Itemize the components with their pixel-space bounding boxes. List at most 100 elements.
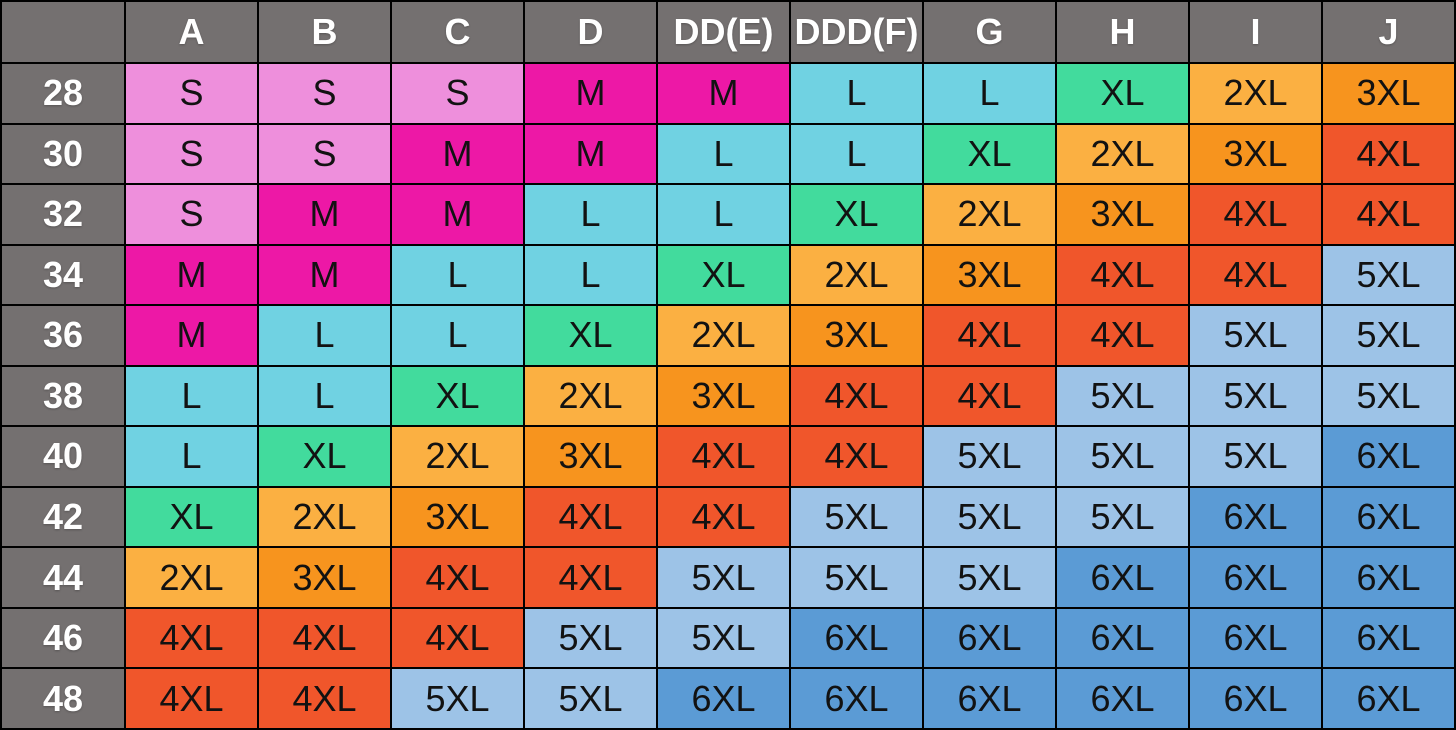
table-row: 28 S S S M M L L XL 2XL 3XL [0, 62, 1456, 125]
size-cell: 2XL [124, 546, 259, 609]
size-cell: S [124, 62, 259, 125]
size-cell: 4XL [390, 546, 525, 609]
size-cell: 6XL [789, 606, 924, 670]
size-cell: 4XL [1055, 304, 1190, 367]
size-cell: 6XL [656, 667, 791, 730]
size-cell: 6XL [1055, 606, 1190, 670]
table-row: 44 2XL 3XL 4XL 4XL 5XL 5XL 5XL 6XL 6XL 6XL [0, 546, 1456, 609]
table-row: 38 L L XL 2XL 3XL 4XL 4XL 5XL 5XL 5XL [0, 364, 1456, 428]
size-cell: 3XL [789, 304, 924, 367]
size-cell: S [257, 62, 392, 125]
header-row: A B C D DD(E) DDD(F) G H I J [0, 0, 1456, 64]
table-row: 36 M L L XL 2XL 3XL 4XL 4XL 5XL 5XL [0, 304, 1456, 367]
size-cell: 3XL [1321, 62, 1456, 125]
size-cell: 5XL [922, 546, 1057, 609]
size-cell: M [523, 122, 658, 186]
corner-cell [0, 0, 126, 64]
size-cell: M [257, 243, 392, 307]
size-cell: L [523, 243, 658, 307]
table-row: 46 4XL 4XL 4XL 5XL 5XL 6XL 6XL 6XL 6XL 6XL [0, 606, 1456, 670]
size-cell: 4XL [124, 667, 259, 730]
row-label: 32 [0, 183, 126, 246]
size-cell: 6XL [1188, 667, 1323, 730]
size-cell: 6XL [1188, 606, 1323, 670]
size-cell: 2XL [1055, 122, 1190, 186]
size-cell: L [257, 364, 392, 428]
size-cell: 4XL [257, 667, 392, 730]
size-cell: 2XL [922, 183, 1057, 246]
size-cell: XL [1055, 62, 1190, 125]
size-cell: 5XL [1321, 364, 1456, 428]
size-cell: 5XL [922, 425, 1057, 488]
column-header-ddd-f: DDD(F) [789, 0, 924, 64]
size-cell: 4XL [1055, 243, 1190, 307]
size-cell: 5XL [1188, 364, 1323, 428]
size-cell: L [124, 364, 259, 428]
size-cell: L [124, 425, 259, 488]
size-cell: 2XL [789, 243, 924, 307]
size-cell: XL [390, 364, 525, 428]
size-cell: 4XL [789, 364, 924, 428]
size-cell: 5XL [1321, 304, 1456, 367]
size-cell: L [656, 183, 791, 246]
table-row: 40 L XL 2XL 3XL 4XL 4XL 5XL 5XL 5XL 6XL [0, 425, 1456, 488]
size-cell: 2XL [257, 485, 392, 549]
size-cell: 6XL [1321, 606, 1456, 670]
size-cell: 5XL [789, 546, 924, 609]
size-cell: XL [124, 485, 259, 549]
row-label: 30 [0, 122, 126, 186]
size-cell: 6XL [1321, 546, 1456, 609]
size-cell: 3XL [922, 243, 1057, 307]
row-label: 48 [0, 667, 126, 730]
size-cell: 3XL [390, 485, 525, 549]
size-cell: 4XL [656, 425, 791, 488]
size-cell: 4XL [523, 485, 658, 549]
size-cell: 4XL [922, 304, 1057, 367]
size-cell: 4XL [1188, 183, 1323, 246]
table-row: 42 XL 2XL 3XL 4XL 4XL 5XL 5XL 5XL 6XL 6XL [0, 485, 1456, 549]
size-cell: L [922, 62, 1057, 125]
size-cell: 6XL [922, 667, 1057, 730]
size-cell: 5XL [789, 485, 924, 549]
size-cell: 5XL [1188, 304, 1323, 367]
column-header-j: J [1321, 0, 1456, 64]
size-cell: 6XL [1188, 546, 1323, 609]
size-cell: 3XL [656, 364, 791, 428]
size-cell: L [390, 243, 525, 307]
row-label: 42 [0, 485, 126, 549]
size-cell: 6XL [1055, 546, 1190, 609]
size-cell: XL [523, 304, 658, 367]
size-cell: 3XL [257, 546, 392, 609]
row-label: 38 [0, 364, 126, 428]
row-label: 34 [0, 243, 126, 307]
size-cell: 5XL [1321, 243, 1456, 307]
size-cell: M [390, 183, 525, 246]
size-cell: 6XL [1188, 485, 1323, 549]
table-row: 34 M M L L XL 2XL 3XL 4XL 4XL 5XL [0, 243, 1456, 307]
size-cell: 4XL [124, 606, 259, 670]
size-cell: L [257, 304, 392, 367]
size-cell: 4XL [1321, 183, 1456, 246]
size-cell: 4XL [523, 546, 658, 609]
table-row: 30 S S M M L L XL 2XL 3XL 4XL [0, 122, 1456, 186]
size-cell: 5XL [1055, 364, 1190, 428]
column-header-b: B [257, 0, 392, 64]
size-cell: 4XL [1188, 243, 1323, 307]
size-cell: 5XL [523, 606, 658, 670]
row-label: 40 [0, 425, 126, 488]
row-label: 46 [0, 606, 126, 670]
size-cell: 3XL [523, 425, 658, 488]
size-cell: 2XL [523, 364, 658, 428]
size-cell: XL [922, 122, 1057, 186]
size-cell: 4XL [789, 425, 924, 488]
size-cell: 4XL [390, 606, 525, 670]
size-cell: M [124, 304, 259, 367]
size-cell: 4XL [656, 485, 791, 549]
size-cell: 4XL [257, 606, 392, 670]
size-cell: 2XL [1188, 62, 1323, 125]
size-cell: S [257, 122, 392, 186]
size-cell: 6XL [1321, 667, 1456, 730]
row-label: 44 [0, 546, 126, 609]
size-cell: S [124, 122, 259, 186]
size-cell: 5XL [656, 546, 791, 609]
